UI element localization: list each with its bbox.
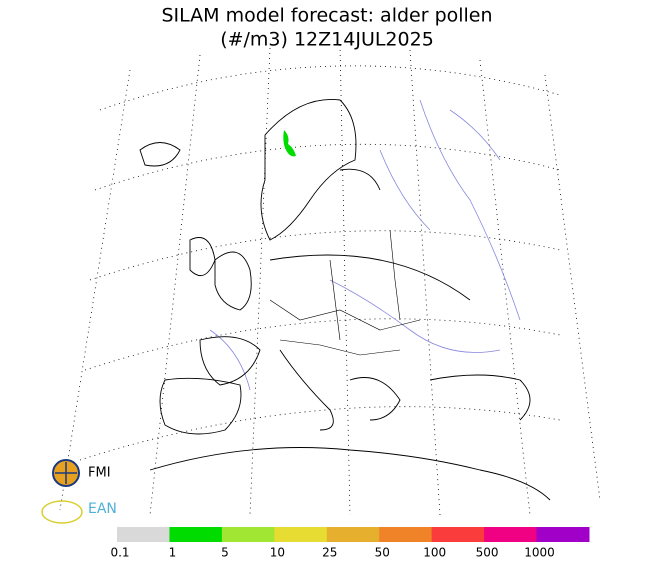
rivers: [209, 99, 521, 391]
fmi-logo: FMI: [52, 459, 111, 487]
graticule: [59, 44, 601, 516]
logo-label: EAN: [88, 501, 117, 517]
colorbar-label: 100: [423, 546, 446, 560]
colorbar-segment: [536, 527, 590, 542]
coastlines: [139, 99, 551, 501]
colorbar-segment: [169, 527, 223, 542]
ean-logo: EAN: [41, 500, 117, 524]
title-line: (#/m3) 12Z14JUL2025: [220, 29, 434, 51]
colorbar-label: 10: [270, 546, 285, 560]
pollen-area: [283, 130, 296, 157]
colorbar-label: 1: [169, 546, 177, 560]
logo-label: FMI: [88, 466, 111, 481]
colorbar-segment: [379, 527, 433, 542]
colorbar-label: 50: [375, 546, 390, 560]
colorbar-segment: [431, 527, 485, 542]
colorbar-segment: [221, 527, 275, 542]
colorbar-segment: [117, 527, 170, 542]
colorbar: 0.1 1 5 10 25 50 100 500 1000: [110, 527, 590, 560]
colorbar-label: 1000: [524, 546, 555, 560]
borders: [269, 229, 421, 356]
colorbar-label: 0.1: [110, 546, 129, 560]
colorbar-label: 5: [221, 546, 229, 560]
colorbar-segment: [326, 527, 380, 542]
colorbar-segment: [274, 527, 328, 542]
colorbar-label: 500: [476, 546, 499, 560]
colorbar-label: 25: [322, 546, 337, 560]
colorbar-segment: [484, 527, 538, 542]
title-line: SILAM model forecast: alder pollen: [161, 5, 492, 27]
